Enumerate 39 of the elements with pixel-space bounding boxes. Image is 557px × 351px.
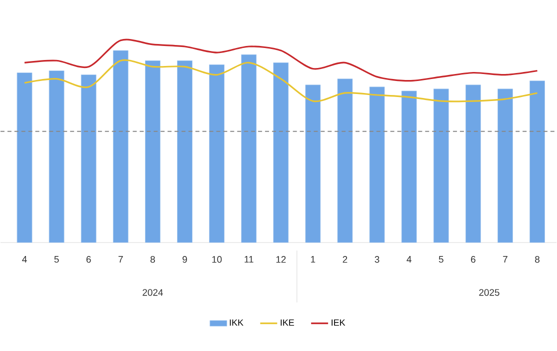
x-tick-label: 11 (244, 256, 254, 262)
x-tick-label: 5 (438, 256, 444, 262)
bar (369, 86, 385, 243)
x-tick-label: 12 (276, 256, 286, 262)
bar (112, 50, 128, 243)
x-tick-label: 4 (22, 256, 27, 262)
x-tick-label: 1 (311, 256, 316, 262)
bar (498, 88, 513, 243)
bar (465, 84, 481, 243)
bar (48, 70, 64, 243)
x-tick-label: 7 (503, 256, 508, 262)
x-tick-label: 2 (342, 256, 348, 262)
x-tick-label: 8 (150, 256, 155, 263)
bar (177, 60, 192, 243)
bar (80, 74, 96, 243)
bar (401, 90, 417, 243)
bar (305, 84, 321, 243)
x-tick-label: 5 (54, 256, 59, 262)
legend-label: IKK (230, 319, 244, 326)
bar (241, 54, 257, 243)
legend-label: IKE (280, 319, 294, 326)
x-tick-label: 8 (535, 256, 540, 263)
x-tick-label: 6 (86, 256, 91, 263)
x-tick-label: 6 (471, 256, 476, 263)
bar (209, 64, 224, 243)
text: 2025 (479, 288, 500, 296)
bar (16, 72, 32, 243)
bar (433, 88, 449, 243)
text: 2024 (142, 288, 163, 296)
bar (145, 60, 160, 243)
bar (530, 80, 545, 243)
bar (337, 78, 353, 243)
legend-label: IEK (332, 319, 346, 326)
x-tick-label: 7 (118, 256, 123, 262)
x-tick-label: 3 (374, 256, 380, 263)
bar (273, 62, 289, 243)
x-tick-label: 10 (212, 256, 222, 263)
x-tick-label: 9 (182, 256, 187, 263)
x-tick-label: 4 (406, 256, 412, 262)
